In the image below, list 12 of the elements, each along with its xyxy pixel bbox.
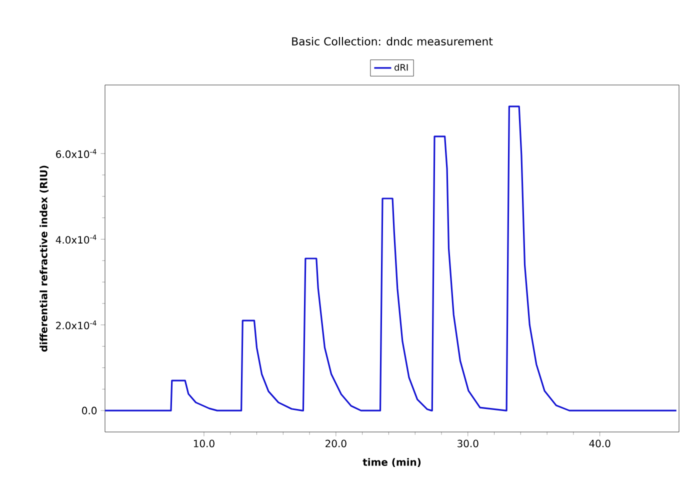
- chart-title: Basic Collection: dndc measurement: [292, 37, 493, 46]
- x-tick-label: 20.0: [326, 440, 346, 448]
- y-tick-label: 2.0x10$^{-4}$: [56, 320, 96, 330]
- y-tick-label: 6.0x10$^{-4}$: [56, 149, 96, 158]
- x-tick-label: 10.0: [194, 440, 214, 448]
- y-tick-label: 4.0x10$^{-4}$: [56, 234, 96, 244]
- y-axis-title: differential refractive index (RIU): [40, 166, 49, 352]
- y-tick-label: 0.0: [82, 406, 97, 414]
- legend-label: dRI: [394, 64, 408, 71]
- x-tick-label: 40.0: [589, 440, 610, 448]
- x-axis-title: time (min): [362, 458, 421, 468]
- x-tick-label: 30.0: [458, 440, 478, 448]
